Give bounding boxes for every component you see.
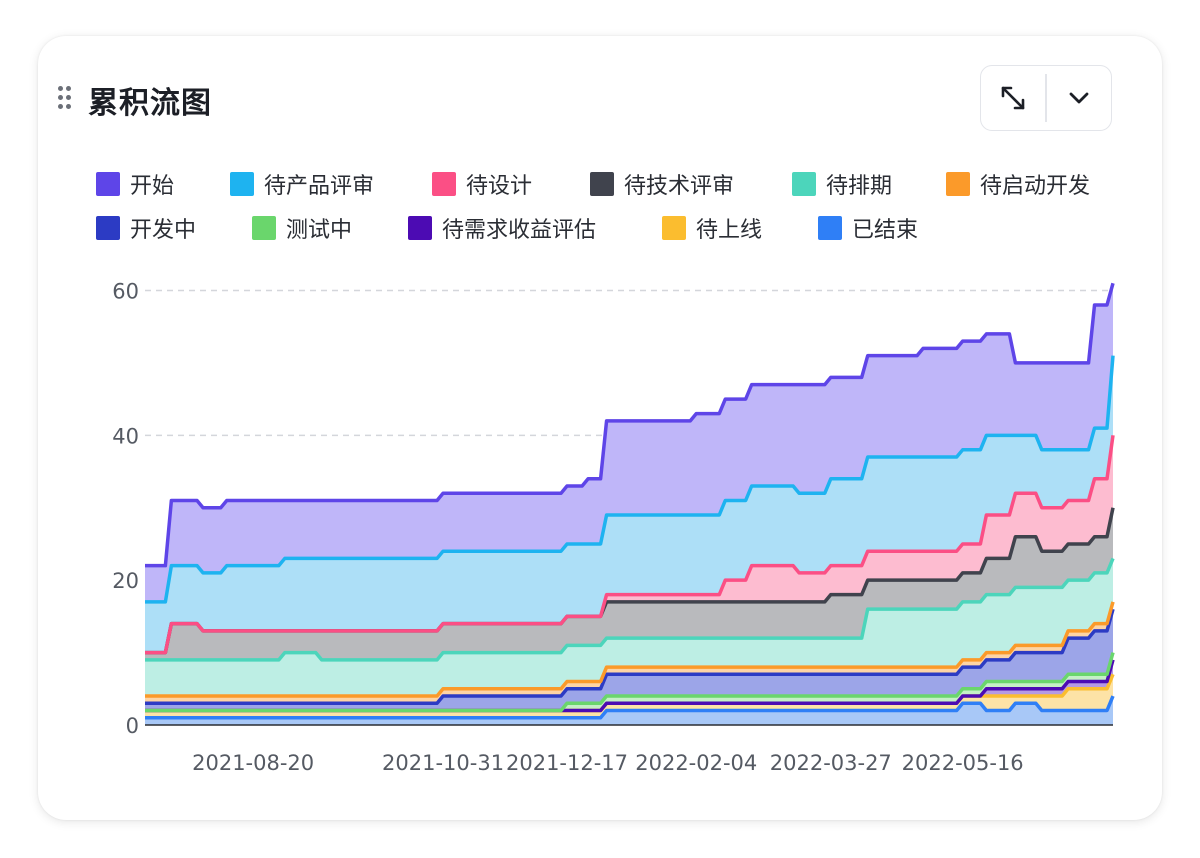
legend-swatch [230, 172, 254, 196]
chart-actions [980, 65, 1112, 131]
area-待上线 [145, 674, 1113, 718]
more-dropdown-button[interactable] [1047, 66, 1111, 130]
legend-item[interactable]: 待需求收益评估 [408, 212, 596, 244]
series-line-测试中 [145, 652, 1115, 713]
y-tick-label: 60 [112, 279, 139, 303]
legend-swatch [818, 216, 842, 240]
legend-label: 待设计 [466, 174, 533, 199]
legend-swatch [662, 216, 686, 240]
area-待技术评审 [145, 507, 1113, 660]
area-待排期 [145, 558, 1113, 697]
legend-label: 测试中 [286, 218, 353, 243]
legend-item[interactable]: 已结束 [818, 212, 918, 244]
legend-label: 已结束 [852, 218, 919, 243]
legend-item[interactable]: 开发中 [96, 212, 196, 244]
y-tick-label: 40 [112, 424, 139, 448]
legend-item[interactable]: 测试中 [252, 212, 352, 244]
legend-swatch [96, 172, 120, 196]
series-line-开始 [145, 282, 1115, 568]
legend-label: 开发中 [130, 218, 197, 243]
legend-swatch [590, 172, 614, 196]
drag-handle-icon[interactable] [58, 86, 72, 112]
legend-item[interactable]: 开始 [96, 168, 174, 200]
area-待产品评审 [145, 355, 1113, 653]
area-测试中 [145, 652, 1113, 711]
x-tick-label: 2022-03-27 [770, 751, 892, 775]
legend-label: 待技术评审 [624, 174, 735, 199]
area-开始 [145, 283, 1113, 602]
chart-title: 累积流图 [88, 86, 212, 121]
legend-label: 待启动开发 [980, 174, 1091, 199]
x-tick-label: 2021-08-20 [192, 751, 314, 775]
legend-item[interactable]: 待排期 [792, 168, 892, 200]
legend-swatch [792, 172, 816, 196]
legend-item[interactable]: 待产品评审 [230, 168, 374, 200]
legend-item[interactable]: 待启动开发 [946, 168, 1090, 200]
legend-swatch [946, 172, 970, 196]
y-tick-label: 0 [126, 714, 139, 738]
expand-button[interactable] [981, 66, 1045, 130]
legend-swatch [252, 216, 276, 240]
expand-arrows-icon [1001, 86, 1025, 110]
legend-swatch [432, 172, 456, 196]
x-tick-label: 2021-12-17 [506, 751, 628, 775]
legend-item[interactable]: 待技术评审 [590, 168, 734, 200]
x-tick-label: 2022-05-16 [902, 751, 1024, 775]
chevron-down-icon [1069, 92, 1089, 104]
legend-item[interactable]: 待上线 [662, 212, 762, 244]
legend-swatch [408, 216, 432, 240]
series-line-待排期 [145, 557, 1115, 662]
series-line-待启动开发 [145, 601, 1115, 698]
x-tick-label: 2022-02-04 [635, 751, 757, 775]
y-tick-label: 20 [112, 569, 139, 593]
x-tick-label: 2021-10-31 [382, 751, 504, 775]
legend-label: 待产品评审 [264, 174, 375, 199]
legend-label: 开始 [130, 174, 175, 199]
chart-legend: 开始 待产品评审 待设计 待技术评审 待排期 待启动开发开发中 测试中 待需求收益评估 待上线 已… [96, 168, 1136, 260]
series-line-已结束 [145, 695, 1115, 720]
legend-label: 待需求收益评估 [442, 218, 597, 243]
legend-label: 待上线 [696, 218, 763, 243]
legend-item[interactable]: 待设计 [432, 168, 532, 200]
legend-label: 待排期 [826, 174, 893, 199]
series-line-开发中 [145, 608, 1115, 706]
series-line-待产品评审 [145, 355, 1115, 604]
legend-swatch [96, 216, 120, 240]
area-开发中 [145, 609, 1113, 711]
series-line-待设计 [145, 435, 1115, 655]
